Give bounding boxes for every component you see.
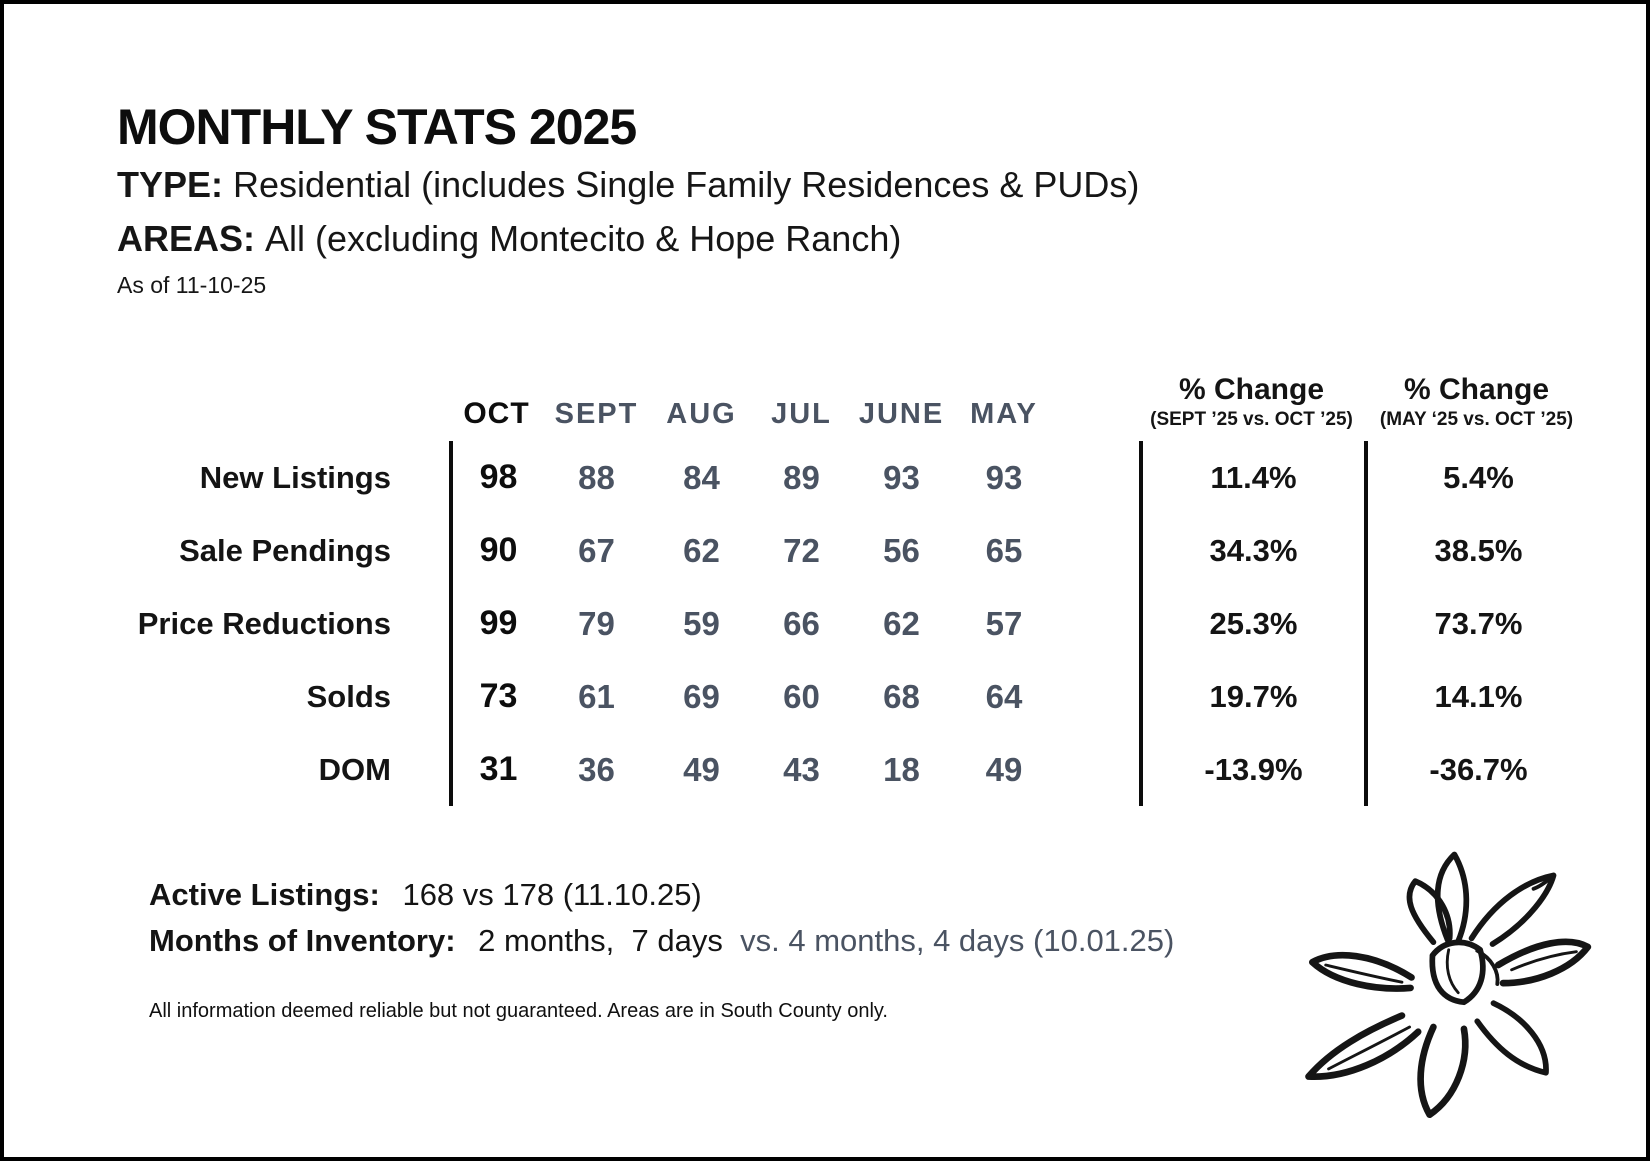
pct-change-title: % Change (1403, 372, 1550, 406)
gap-cell (1054, 587, 1139, 660)
magnolia-flower-illustration (1286, 843, 1598, 1129)
type-label: TYPE: (117, 164, 224, 205)
cell-pct-change: 34.3% (1139, 514, 1364, 587)
cell-pct-change: 14.1% (1364, 660, 1589, 733)
gap-cell (1054, 733, 1139, 806)
column-header-pct-change-sept: % Change (SEPT ’25 vs. OCT ’25) (1139, 371, 1364, 441)
cell-value: 49 (683, 750, 720, 788)
column-header-pct-change-may: % Change (MAY ‘25 vs. OCT ’25) (1364, 371, 1589, 441)
cell-pct-change: -13.9% (1139, 733, 1364, 806)
cell-value: 67 (578, 531, 615, 569)
cell-pct-change: 19.7% (1139, 660, 1364, 733)
summary-block: Active Listings: 168 vs 178 (11.10.25) M… (149, 872, 1174, 964)
cell-value: 61 (578, 677, 615, 715)
cell-value: 59 (683, 604, 720, 642)
cell-value: 90 (449, 514, 544, 587)
cell-value: 89 (783, 458, 820, 496)
cell-value: 49 (985, 750, 1023, 788)
areas-line: AREAS: All (excluding Montecito & Hope R… (117, 215, 1139, 263)
column-header-june: JUNE (858, 398, 945, 430)
cell-value: 73 (449, 660, 544, 733)
gap-cell (1054, 660, 1139, 733)
table-body: New Listings 98 88 84 89 93 93 11.4% 5.4… (4, 441, 1589, 806)
areas-label: AREAS: (117, 217, 256, 259)
cell-value: 57 (985, 604, 1023, 642)
cell-pct-change: 5.4% (1364, 441, 1589, 514)
cell-value: 62 (883, 604, 920, 642)
cell-value: 84 (683, 458, 720, 496)
active-listings-label: Active Listings: (149, 877, 380, 912)
cell-value: 99 (449, 587, 544, 660)
cell-value: 60 (783, 677, 820, 715)
inventory-line: Months of Inventory: 2 months, 7 days vs… (149, 918, 1174, 964)
type-line: TYPE: Residential (includes Single Famil… (117, 161, 1139, 209)
cell-value: 98 (449, 441, 544, 514)
inventory-current-value: 2 months, 7 days (478, 923, 732, 958)
column-header-may: MAY (970, 398, 1038, 430)
page-title: MONTHLY STATS 2025 (117, 99, 637, 155)
row-label-sale-pendings: Sale Pendings (179, 532, 391, 568)
cell-value: 36 (578, 750, 615, 788)
cell-value: 68 (883, 677, 920, 715)
column-header-sept: SEPT (554, 398, 639, 430)
cell-value: 18 (883, 750, 920, 788)
inventory-label: Months of Inventory: (149, 923, 456, 958)
areas-value: All (excluding Montecito & Hope Ranch) (265, 217, 902, 259)
cell-value: 62 (683, 531, 720, 569)
cell-value: 66 (783, 604, 820, 642)
row-label-new-listings: New Listings (199, 459, 391, 495)
cell-value: 72 (783, 531, 820, 569)
type-value: Residential (includes Single Family Resi… (233, 164, 1140, 205)
gap-cell (1054, 514, 1139, 587)
cell-value: 79 (578, 604, 615, 642)
cell-pct-change: 11.4% (1139, 441, 1364, 514)
cell-value: 56 (883, 531, 920, 569)
column-header-aug: AUG (666, 398, 737, 430)
cell-pct-change: -36.7% (1364, 733, 1589, 806)
cell-pct-change: 73.7% (1364, 587, 1589, 660)
cell-value: 31 (449, 733, 544, 806)
stats-table: OCT SEPT AUG JUL JUNE MAY % Change (SEPT… (4, 334, 1589, 806)
pct-change-subtitle: (MAY ‘25 vs. OCT ’25) (1379, 409, 1574, 431)
pct-change-title: % Change (1178, 372, 1325, 406)
row-label-solds: Solds (306, 678, 391, 714)
pct-change-subtitle: (SEPT ’25 vs. OCT ’25) (1150, 409, 1353, 431)
active-listings-line: Active Listings: 168 vs 178 (11.10.25) (149, 872, 1174, 918)
column-header-jul: JUL (771, 398, 832, 430)
column-header-oct: OCT (463, 397, 530, 430)
cell-pct-change: 38.5% (1364, 514, 1589, 587)
cell-value: 93 (985, 458, 1023, 496)
active-listings-value: 168 vs 178 (11.10.25) (402, 877, 702, 912)
as-of-date: As of 11-10-25 (117, 272, 267, 299)
document-header: MONTHLY STATS 2025 TYPE: Residential (in… (117, 100, 1139, 299)
cell-value: 43 (783, 750, 820, 788)
table-header-row: OCT SEPT AUG JUL JUNE MAY % Change (SEPT… (4, 334, 1589, 441)
cell-pct-change: 25.3% (1139, 587, 1364, 660)
cell-value: 65 (985, 531, 1023, 569)
magnolia-icon (1305, 851, 1592, 1119)
inventory-prior-value: vs. 4 months, 4 days (10.01.25) (740, 923, 1175, 958)
cell-value: 88 (578, 458, 615, 496)
disclaimer-text: All information deemed reliable but not … (149, 1000, 888, 1022)
cell-value: 69 (683, 677, 720, 715)
cell-value: 64 (985, 677, 1023, 715)
cell-value: 93 (883, 458, 920, 496)
row-label-dom: DOM (318, 751, 391, 787)
row-label-price-reductions: Price Reductions (137, 605, 391, 641)
gap-cell (1054, 441, 1139, 514)
